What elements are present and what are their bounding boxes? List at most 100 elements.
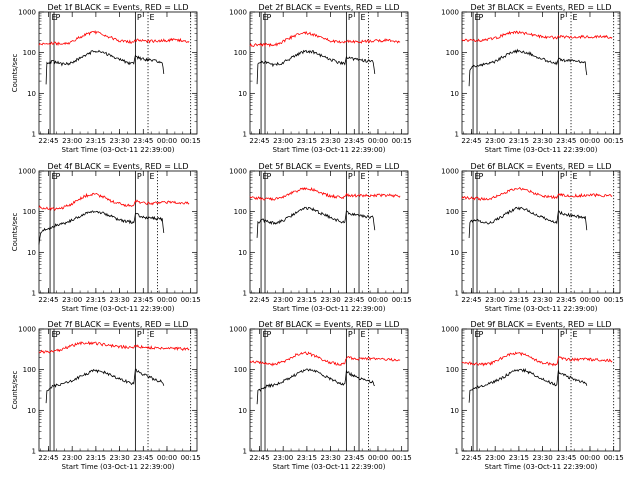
x-tick-label: 00:00 xyxy=(157,296,177,304)
x-tick-label: 00:15 xyxy=(604,454,624,462)
x-tick-label: 22:45 xyxy=(249,454,269,462)
panel-title: Det 2f BLACK = Events, RED = LLD xyxy=(258,3,399,12)
y-tick-label: 1 xyxy=(455,448,459,456)
panel-title: Det 1f BLACK = Events, RED = LLD xyxy=(47,3,188,12)
plot-frame xyxy=(38,170,198,294)
x-tick-label: 00:15 xyxy=(392,296,412,304)
y-tick-label: 1000 xyxy=(441,326,459,334)
x-tick-label: 23:30 xyxy=(109,137,129,145)
y-tick-label: 10 xyxy=(450,407,459,415)
y-tick-label: 1 xyxy=(243,131,247,139)
y-tick-label: 100 xyxy=(446,366,459,374)
x-tick-label: 00:00 xyxy=(368,296,388,304)
x-axis-label: Start Time (03-Oct-11 22:39:00) xyxy=(62,463,175,471)
time-marker-label: P xyxy=(560,172,565,181)
y-tick-label: 100 xyxy=(446,208,459,216)
time-marker-label: E xyxy=(573,330,578,339)
y-tick-label: 1 xyxy=(32,448,36,456)
y-tick-label: 1000 xyxy=(229,326,247,334)
y-tick-label: 1 xyxy=(32,290,36,298)
y-tick-label: 10 xyxy=(27,249,36,257)
x-axis-label: Start Time (03-Oct-11 22:39:00) xyxy=(485,305,598,313)
x-tick-label: 23:30 xyxy=(109,296,129,304)
x-tick-label: 23:00 xyxy=(62,137,82,145)
y-tick-label: 1 xyxy=(32,131,36,139)
time-marker-label: P xyxy=(479,13,484,22)
y-tick-label: 10 xyxy=(450,249,459,257)
x-tick-label: 00:15 xyxy=(604,296,624,304)
time-marker-label: P xyxy=(348,13,353,22)
plot-frame xyxy=(461,170,621,294)
x-tick-label: 00:00 xyxy=(580,296,600,304)
x-tick-label: 23:30 xyxy=(532,137,552,145)
x-tick-label: 23:45 xyxy=(133,137,153,145)
y-axis-label: Counts/sec xyxy=(11,213,19,252)
time-marker-label: P xyxy=(560,13,565,22)
x-axis-label: Start Time (03-Oct-11 22:39:00) xyxy=(62,146,175,154)
y-tick-label: 10 xyxy=(238,90,247,98)
x-tick-label: 23:15 xyxy=(86,137,106,145)
time-marker-label: E xyxy=(150,172,155,181)
plot-frame xyxy=(461,328,621,452)
x-axis-label: Start Time (03-Oct-11 22:39:00) xyxy=(485,146,598,154)
x-tick-label: 23:45 xyxy=(344,296,364,304)
y-tick-label: 1000 xyxy=(18,326,36,334)
y-tick-label: 1000 xyxy=(229,9,247,17)
time-marker-label: P xyxy=(137,330,142,339)
panel-title: Det 5f BLACK = Events, RED = LLD xyxy=(258,162,399,171)
time-marker-label: P xyxy=(348,330,353,339)
x-tick-label: 23:30 xyxy=(532,454,552,462)
x-tick-label: 22:45 xyxy=(249,296,269,304)
series-line-events xyxy=(256,206,376,238)
time-marker-label: P xyxy=(56,13,61,22)
x-tick-label: 23:45 xyxy=(556,137,576,145)
x-tick-label: 00:00 xyxy=(157,137,177,145)
series-line-events xyxy=(45,368,165,404)
y-tick-label: 100 xyxy=(234,49,247,57)
x-tick-label: 23:45 xyxy=(133,454,153,462)
x-tick-label: 00:15 xyxy=(392,454,412,462)
series-line-lld xyxy=(461,30,613,43)
time-marker-label: E xyxy=(361,172,366,181)
panel-title: Det 7f BLACK = Events, RED = LLD xyxy=(47,320,188,329)
series-line-events xyxy=(468,48,588,87)
x-tick-label: 23:15 xyxy=(86,454,106,462)
panel-det-1: Det 1f BLACK = Events, RED = LLD 1 10 100 10… xyxy=(11,3,201,154)
time-marker-label: P xyxy=(137,172,142,181)
y-tick-label: 1000 xyxy=(18,9,36,17)
series-line-lld xyxy=(461,351,613,367)
x-tick-label: 23:45 xyxy=(556,296,576,304)
series-line-events xyxy=(256,368,376,405)
time-marker-label: E xyxy=(573,172,578,181)
x-axis-label: Start Time (03-Oct-11 22:39:00) xyxy=(485,463,598,471)
time-marker-label: P xyxy=(479,172,484,181)
series-line-lld xyxy=(249,186,401,202)
panel-det-4: Det 4f BLACK = Events, RED = LLD 1 10 100 10… xyxy=(11,162,201,313)
time-marker-label: E xyxy=(361,330,366,339)
y-tick-label: 1000 xyxy=(18,168,36,176)
panel-det-5: Det 5f BLACK = Events, RED = LLD 1 10 100 10… xyxy=(229,162,412,313)
x-tick-label: 00:00 xyxy=(580,137,600,145)
plot-frame xyxy=(461,11,621,135)
panel-det-6: Det 6f BLACK = Events, RED = LLD 1 10 100 10… xyxy=(441,162,624,313)
y-tick-label: 10 xyxy=(450,90,459,98)
time-marker-label: E xyxy=(573,13,578,22)
x-tick-label: 00:00 xyxy=(368,454,388,462)
time-marker-label: E xyxy=(361,13,366,22)
x-tick-label: 23:15 xyxy=(509,137,529,145)
x-tick-label: 23:15 xyxy=(297,137,317,145)
time-marker-label: E xyxy=(150,13,155,22)
time-marker-label: P xyxy=(267,13,272,22)
x-axis-label: Start Time (03-Oct-11 22:39:00) xyxy=(273,146,386,154)
time-marker-label: P xyxy=(267,172,272,181)
time-marker-label: P xyxy=(267,330,272,339)
panel-det-9: Det 9f BLACK = Events, RED = LLD 1 10 100 10… xyxy=(441,320,624,471)
x-tick-label: 23:00 xyxy=(485,137,505,145)
x-axis-label: Start Time (03-Oct-11 22:39:00) xyxy=(273,463,386,471)
time-marker-label: P xyxy=(560,330,565,339)
x-tick-label: 00:15 xyxy=(604,137,624,145)
x-tick-label: 22:45 xyxy=(461,137,481,145)
x-tick-label: 23:00 xyxy=(62,296,82,304)
y-tick-label: 1 xyxy=(455,131,459,139)
series-line-events xyxy=(468,367,588,403)
